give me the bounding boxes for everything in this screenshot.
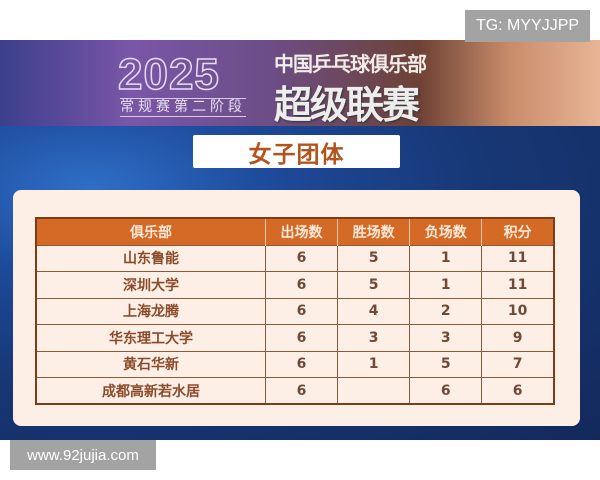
- cell-club: 山东鲁能: [35, 244, 266, 272]
- banner-league: 超级联赛: [274, 83, 420, 127]
- cell-losses: 2: [409, 297, 482, 325]
- col-club: 俱乐部: [35, 218, 266, 245]
- table-row: 黄石华新 6 1 5 7: [35, 350, 554, 378]
- cell-club: 黄石华新: [35, 350, 266, 378]
- banner-year: 2025: [117, 49, 220, 100]
- cell-played: 6: [264, 350, 338, 378]
- table-row: 华东理工大学 6 3 3 9: [35, 324, 554, 351]
- cell-wins: 4: [337, 297, 410, 325]
- cell-played: 6: [264, 324, 338, 351]
- cell-club: 华东理工大学: [35, 324, 266, 351]
- cell-wins: 1: [337, 350, 410, 378]
- cell-points: 11: [481, 271, 554, 298]
- table-row: 深圳大学 6 5 1 11: [35, 271, 554, 298]
- cell-losses: 5: [409, 350, 482, 378]
- watermark-bottom: www.92jujia.com: [10, 440, 156, 470]
- cell-wins: 5: [337, 244, 410, 272]
- cell-points: 9: [481, 324, 554, 351]
- cell-losses: 3: [409, 324, 482, 351]
- cell-club: 深圳大学: [35, 271, 266, 298]
- cell-wins: [337, 377, 410, 404]
- col-points: 积分: [481, 218, 554, 245]
- cell-points: 11: [481, 244, 554, 272]
- cell-points: 6: [481, 377, 554, 404]
- col-played: 出场数: [264, 218, 338, 245]
- cell-club: 成都高新若水居: [35, 377, 266, 404]
- cell-club: 上海龙腾: [35, 297, 266, 325]
- cell-played: 6: [264, 271, 338, 298]
- table-header-row: 俱乐部 出场数 胜场数 负场数 积分: [35, 218, 554, 245]
- col-losses: 负场数: [409, 218, 482, 245]
- cell-wins: 5: [337, 271, 410, 298]
- page-title: 女子团体: [193, 135, 400, 168]
- cell-points: 10: [481, 297, 554, 325]
- standings-table: 俱乐部 出场数 胜场数 负场数 积分 山东鲁能 6 5 1 11 深圳大学 6 5 1 11 上海龙…: [35, 217, 555, 405]
- cell-losses: 1: [409, 271, 482, 298]
- cell-played: 6: [264, 377, 338, 404]
- table-row: 上海龙腾 6 4 2 10: [35, 297, 554, 325]
- table-row: 山东鲁能 6 5 1 11: [35, 244, 554, 272]
- cell-played: 6: [264, 244, 338, 272]
- banner: [0, 40, 600, 126]
- col-wins: 胜场数: [337, 218, 410, 245]
- banner-stage: 常规赛第二阶段: [120, 98, 246, 117]
- cell-losses: 1: [409, 244, 482, 272]
- watermark-top: TG: MYYJJPP: [465, 10, 590, 42]
- cell-points: 7: [481, 350, 554, 378]
- cell-wins: 3: [337, 324, 410, 351]
- banner-org: 中国乒乓球俱乐部: [274, 52, 427, 76]
- cell-losses: 6: [409, 377, 482, 404]
- cell-played: 6: [264, 297, 338, 325]
- table-row: 成都高新若水居 6 6 6: [35, 377, 554, 404]
